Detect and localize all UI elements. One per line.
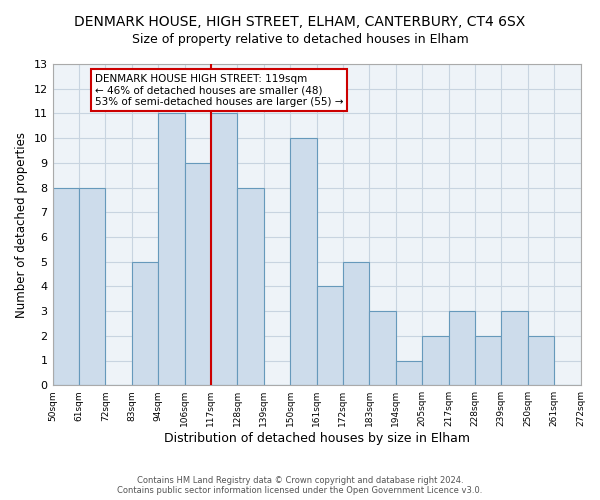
Y-axis label: Number of detached properties: Number of detached properties — [15, 132, 28, 318]
Text: Contains HM Land Registry data © Crown copyright and database right 2024.
Contai: Contains HM Land Registry data © Crown c… — [118, 476, 482, 495]
Text: DENMARK HOUSE HIGH STREET: 119sqm
← 46% of detached houses are smaller (48)
53% : DENMARK HOUSE HIGH STREET: 119sqm ← 46% … — [95, 74, 343, 107]
Bar — [317, 286, 343, 385]
Bar — [422, 336, 449, 385]
Bar — [343, 262, 370, 385]
Bar — [53, 188, 79, 385]
Bar — [132, 262, 158, 385]
Bar — [502, 311, 528, 385]
Bar — [370, 311, 396, 385]
Bar — [79, 188, 106, 385]
Bar — [475, 336, 502, 385]
Bar — [396, 360, 422, 385]
Bar — [158, 114, 185, 385]
Bar — [528, 336, 554, 385]
Text: DENMARK HOUSE, HIGH STREET, ELHAM, CANTERBURY, CT4 6SX: DENMARK HOUSE, HIGH STREET, ELHAM, CANTE… — [74, 15, 526, 29]
Bar — [238, 188, 264, 385]
Bar — [449, 311, 475, 385]
Text: Size of property relative to detached houses in Elham: Size of property relative to detached ho… — [131, 32, 469, 46]
Bar — [211, 114, 238, 385]
X-axis label: Distribution of detached houses by size in Elham: Distribution of detached houses by size … — [164, 432, 470, 445]
Bar — [185, 163, 211, 385]
Bar — [290, 138, 317, 385]
